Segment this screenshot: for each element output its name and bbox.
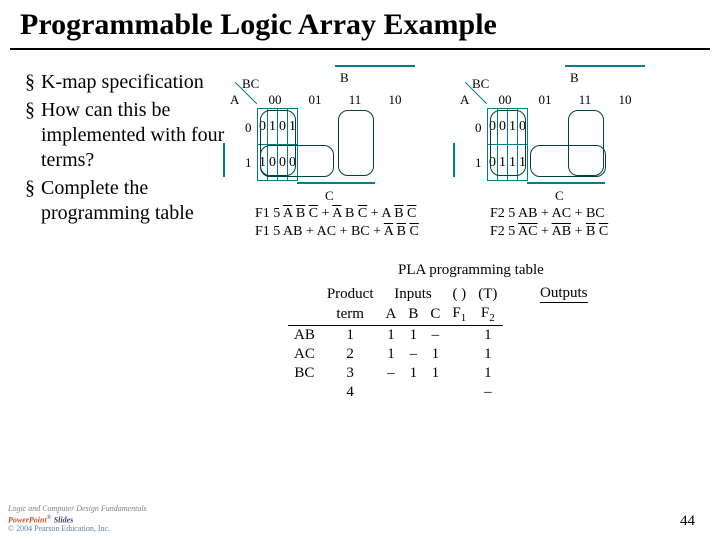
bullet-3: Complete the programming table [41,176,225,226]
bullet-list: §K-map specification §How can this be im… [25,70,225,229]
pla-table: Outputs Product Inputs ( ) (T) term A B … [288,285,503,402]
slide-title: Programmable Logic Array Example [20,8,497,42]
equations-f1: F1 5 A B C + A B C + A B C F1 5 AB + AC … [255,205,419,241]
bullet-2: How can this be implemented with four te… [41,98,225,173]
footer-logo: Logic and Computer Design Fundamentals P… [8,505,147,534]
equations-f2: F2 5 AB + AC + BC F2 5 AC + AB + B C [490,205,608,241]
title-underline [10,48,710,50]
pla-table-title: PLA programming table [398,262,544,279]
bullet-1: K-map specification [41,70,204,95]
slide-number: 44 [680,513,695,530]
